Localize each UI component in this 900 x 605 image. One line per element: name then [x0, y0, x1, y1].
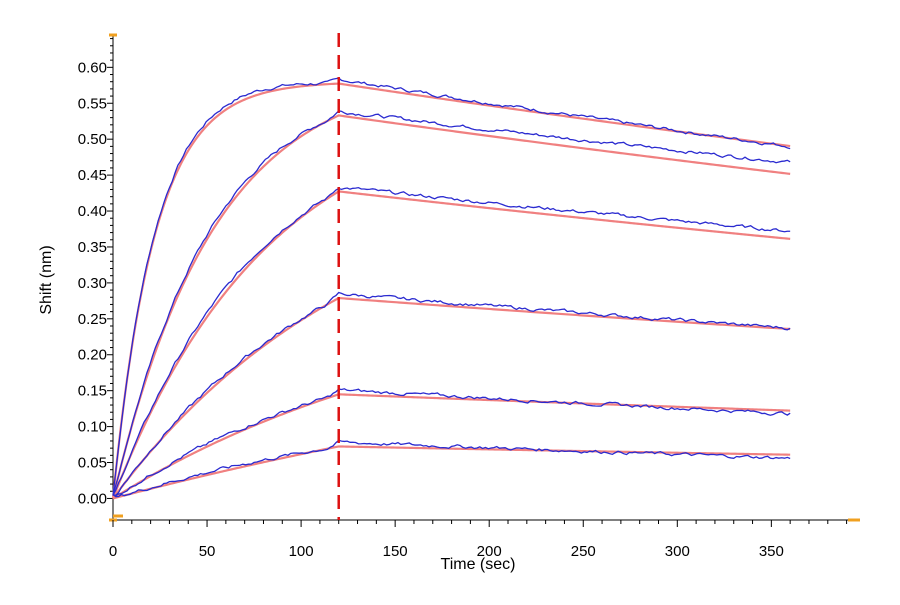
y-tick-label: 0.35 — [78, 239, 107, 256]
x-tick-label: 100 — [289, 543, 314, 560]
x-tick-label: 250 — [571, 543, 596, 560]
x-tick-label: 200 — [477, 543, 502, 560]
axes: 0.00 0.05 0.10 0.15 0.20 0.25 0.30 0.35 0.40 0.45… — [78, 33, 860, 560]
measured-curves — [112, 77, 791, 498]
measured-curve — [112, 186, 791, 496]
y-tick-label: 0.05 — [78, 455, 107, 472]
y-tick-label: 0.00 — [78, 490, 107, 507]
y-tick-label: 0.60 — [78, 59, 107, 76]
measured-curve — [112, 110, 791, 496]
fit-curve — [112, 393, 791, 500]
fit-curve — [111, 190, 791, 499]
fit-curve — [112, 296, 791, 500]
fit-curve — [111, 114, 791, 499]
x-tick-label: 300 — [665, 543, 690, 560]
y-axis-title: Shift (nm) — [38, 245, 55, 314]
fit-curve — [111, 82, 791, 499]
y-tick-label: 0.10 — [78, 419, 107, 436]
y-tick-label: 0.20 — [78, 347, 107, 364]
y-tick-label: 0.55 — [78, 95, 107, 112]
measured-curve — [112, 291, 791, 496]
fit-curves — [111, 82, 791, 500]
y-tick-label: 0.25 — [78, 311, 107, 328]
y-tick-label: 0.15 — [78, 383, 107, 400]
x-tick-label: 50 — [199, 543, 216, 560]
y-tick-label: 0.40 — [78, 203, 107, 220]
x-tick-label: 350 — [759, 543, 784, 560]
measured-curve — [112, 439, 791, 498]
measured-curve — [112, 388, 791, 497]
x-tick-label: 0 — [109, 543, 117, 560]
y-tick-label: 0.30 — [78, 275, 107, 292]
x-axis-title: Time (sec) — [441, 556, 516, 573]
y-tick-label: 0.50 — [78, 131, 107, 148]
measured-curve — [112, 77, 791, 496]
fit-curve — [112, 445, 791, 500]
x-tick-label: 150 — [383, 543, 408, 560]
y-tick-label: 0.45 — [78, 167, 107, 184]
